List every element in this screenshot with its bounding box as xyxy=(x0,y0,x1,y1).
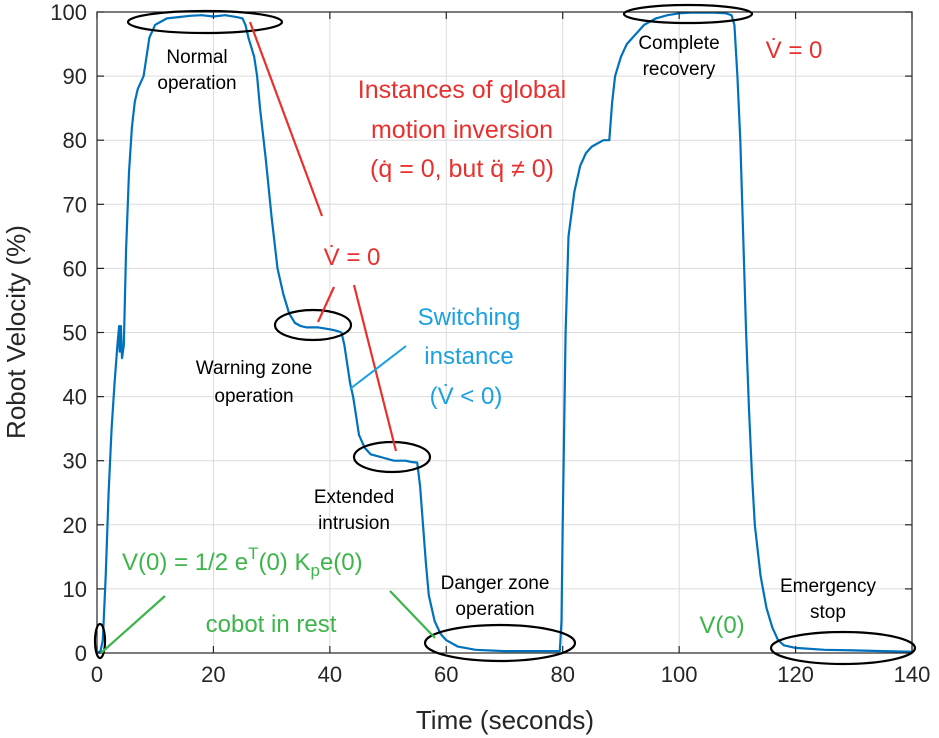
v0-formula-mid: (0) K xyxy=(258,549,310,576)
x-tick-label: 0 xyxy=(91,662,103,687)
ellipse-normal-operation xyxy=(126,9,284,35)
label-emergency-stop: Emergency xyxy=(780,576,877,597)
label-warning-zone-2: operation xyxy=(214,386,293,407)
y-tick-label: 20 xyxy=(63,513,87,538)
red-pointer-lines xyxy=(248,21,398,452)
label-global-inversion: Instances of global xyxy=(358,76,566,104)
y-tick-label: 80 xyxy=(63,128,87,153)
ellipse-origin xyxy=(93,622,107,660)
label-normal-operation-2: operation xyxy=(157,73,236,94)
label-danger-zone-2: operation xyxy=(455,599,534,620)
v0-formula-tail: e(0) xyxy=(320,549,363,576)
x-tick-label: 100 xyxy=(661,662,698,687)
label-normal-operation: Normal xyxy=(166,47,227,68)
label-switching-2: instance xyxy=(424,343,513,370)
y-axis-title: Robot Velocity (%) xyxy=(1,225,31,439)
x-tick-label: 60 xyxy=(434,662,458,687)
label-warning-zone: Warning zone xyxy=(196,358,313,379)
red-line-mid xyxy=(316,286,336,323)
label-global-inversion-2: motion inversion xyxy=(371,116,553,144)
highlight-ellipses xyxy=(93,3,917,666)
y-tick-label: 100 xyxy=(50,0,87,25)
label-global-inversion-3: (q̇ = 0, but q̈ ≠ 0) xyxy=(370,155,554,183)
y-tick-label: 70 xyxy=(63,192,87,217)
y-tick-label: 10 xyxy=(63,577,87,602)
ellipse-warning-zone xyxy=(273,308,353,342)
label-extended-intrusion: Extended xyxy=(314,487,394,508)
y-tick-label: 50 xyxy=(63,321,87,346)
label-extended-intrusion-2: intrusion xyxy=(318,513,390,534)
y-tick-label: 60 xyxy=(63,256,87,281)
y-tick-label: 0 xyxy=(75,641,87,666)
label-vdot-zero-right: V̇ = 0 xyxy=(766,36,823,64)
x-tick-label: 40 xyxy=(318,662,342,687)
label-switching-3: (V̇ < 0) xyxy=(430,382,503,410)
label-switching: Switching xyxy=(418,304,521,331)
label-vdot-zero-mid: V̇ = 0 xyxy=(324,243,381,271)
label-complete-recovery-2: recovery xyxy=(643,59,716,80)
green-pointer-lines xyxy=(100,590,436,654)
y-tick-label: 90 xyxy=(63,64,87,89)
velocity-series-line xyxy=(96,11,913,654)
ellipse-complete-recovery xyxy=(622,3,754,25)
x-tick-label: 20 xyxy=(201,662,225,687)
red-line-low xyxy=(352,284,398,452)
v0-formula-head: V(0) = 1/2 e xyxy=(122,549,248,576)
v0-formula-sub: p xyxy=(310,561,319,580)
ellipse-extended-intrusion xyxy=(352,440,432,474)
x-tick-labels: 0 20 40 60 80 100 120 140 xyxy=(91,662,930,687)
ellipse-danger-zone xyxy=(423,623,577,663)
x-tick-label: 80 xyxy=(550,662,574,687)
label-danger-zone: Danger zone xyxy=(441,573,550,594)
y-tick-labels: 0 10 20 30 40 50 60 70 80 90 100 xyxy=(50,0,87,666)
ellipse-emergency-stop xyxy=(769,630,917,666)
switching-pointer-line xyxy=(349,345,407,390)
x-tick-label: 140 xyxy=(894,662,931,687)
label-v0: V(0) xyxy=(699,612,744,639)
label-emergency-stop-2: stop xyxy=(810,602,846,623)
green-line-right xyxy=(389,590,436,639)
v0-formula-sup: T xyxy=(248,544,258,563)
x-tick-label: 120 xyxy=(777,662,814,687)
x-axis-title: Time (seconds) xyxy=(416,705,594,735)
y-tick-label: 30 xyxy=(63,449,87,474)
label-v0-formula: V(0) = 1/2 eT(0) Kpe(0) xyxy=(122,544,363,580)
y-tick-label: 40 xyxy=(63,385,87,410)
label-complete-recovery: Complete xyxy=(638,33,719,54)
green-line-left xyxy=(100,595,166,654)
label-cobot-rest: cobot in rest xyxy=(206,611,337,638)
red-line-top xyxy=(248,21,324,217)
